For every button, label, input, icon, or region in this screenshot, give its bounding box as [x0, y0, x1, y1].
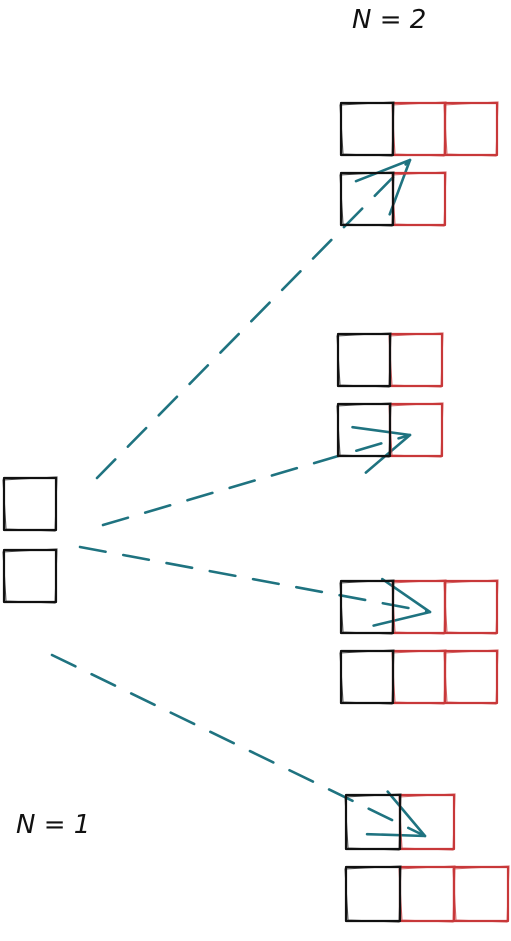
polyomino-2-added-cell-1	[388, 332, 444, 388]
polyomino-2-base-cell-2	[336, 402, 392, 458]
polyomino-3-base-cell-2	[339, 649, 395, 705]
arrow-4	[50, 653, 427, 838]
polyomino-2-added-cell-2	[388, 402, 444, 458]
arrow-2	[101, 425, 412, 527]
n1-label: N = 1	[16, 810, 90, 840]
polyomino-4	[344, 793, 510, 923]
source-cell-1	[2, 476, 58, 532]
polyomino-1-added-cell-3	[391, 171, 447, 227]
source-domino	[2, 476, 58, 604]
polyomino-1-base-cell-1	[339, 101, 395, 157]
polyomino-1	[339, 101, 499, 227]
polyomino-2-base-cell-1	[336, 332, 392, 388]
polyomino-3-added-cell-2	[443, 579, 499, 635]
polyomino-4-base-cell-1	[344, 793, 402, 851]
arrow-head-2	[351, 425, 412, 474]
polyomino-3-added-cell-3	[391, 649, 447, 705]
polyomino-3	[339, 579, 499, 705]
arrow-1	[95, 158, 412, 480]
arrow-3	[78, 545, 432, 627]
n2-label: N = 2	[352, 5, 426, 35]
polyomino-1-added-cell-1	[391, 101, 447, 157]
arrows-group	[50, 158, 432, 838]
arrow-head-4	[365, 790, 427, 838]
polyomino-4-added-cell-2	[398, 865, 456, 923]
targets-group	[336, 101, 510, 923]
polyomino-3-base-cell-1	[339, 579, 395, 635]
arrow-head-1	[354, 158, 412, 216]
polyomino-3-added-cell-4	[443, 649, 499, 705]
polyomino-4-added-cell-1	[398, 793, 456, 851]
polyomino-4-added-cell-3	[452, 865, 510, 923]
polyomino-2	[336, 332, 444, 458]
polyomino-1-added-cell-2	[443, 101, 499, 157]
polyomino-4-base-cell-2	[344, 865, 402, 923]
polyomino-1-base-cell-2	[339, 171, 395, 227]
source-cell-2	[2, 548, 58, 604]
